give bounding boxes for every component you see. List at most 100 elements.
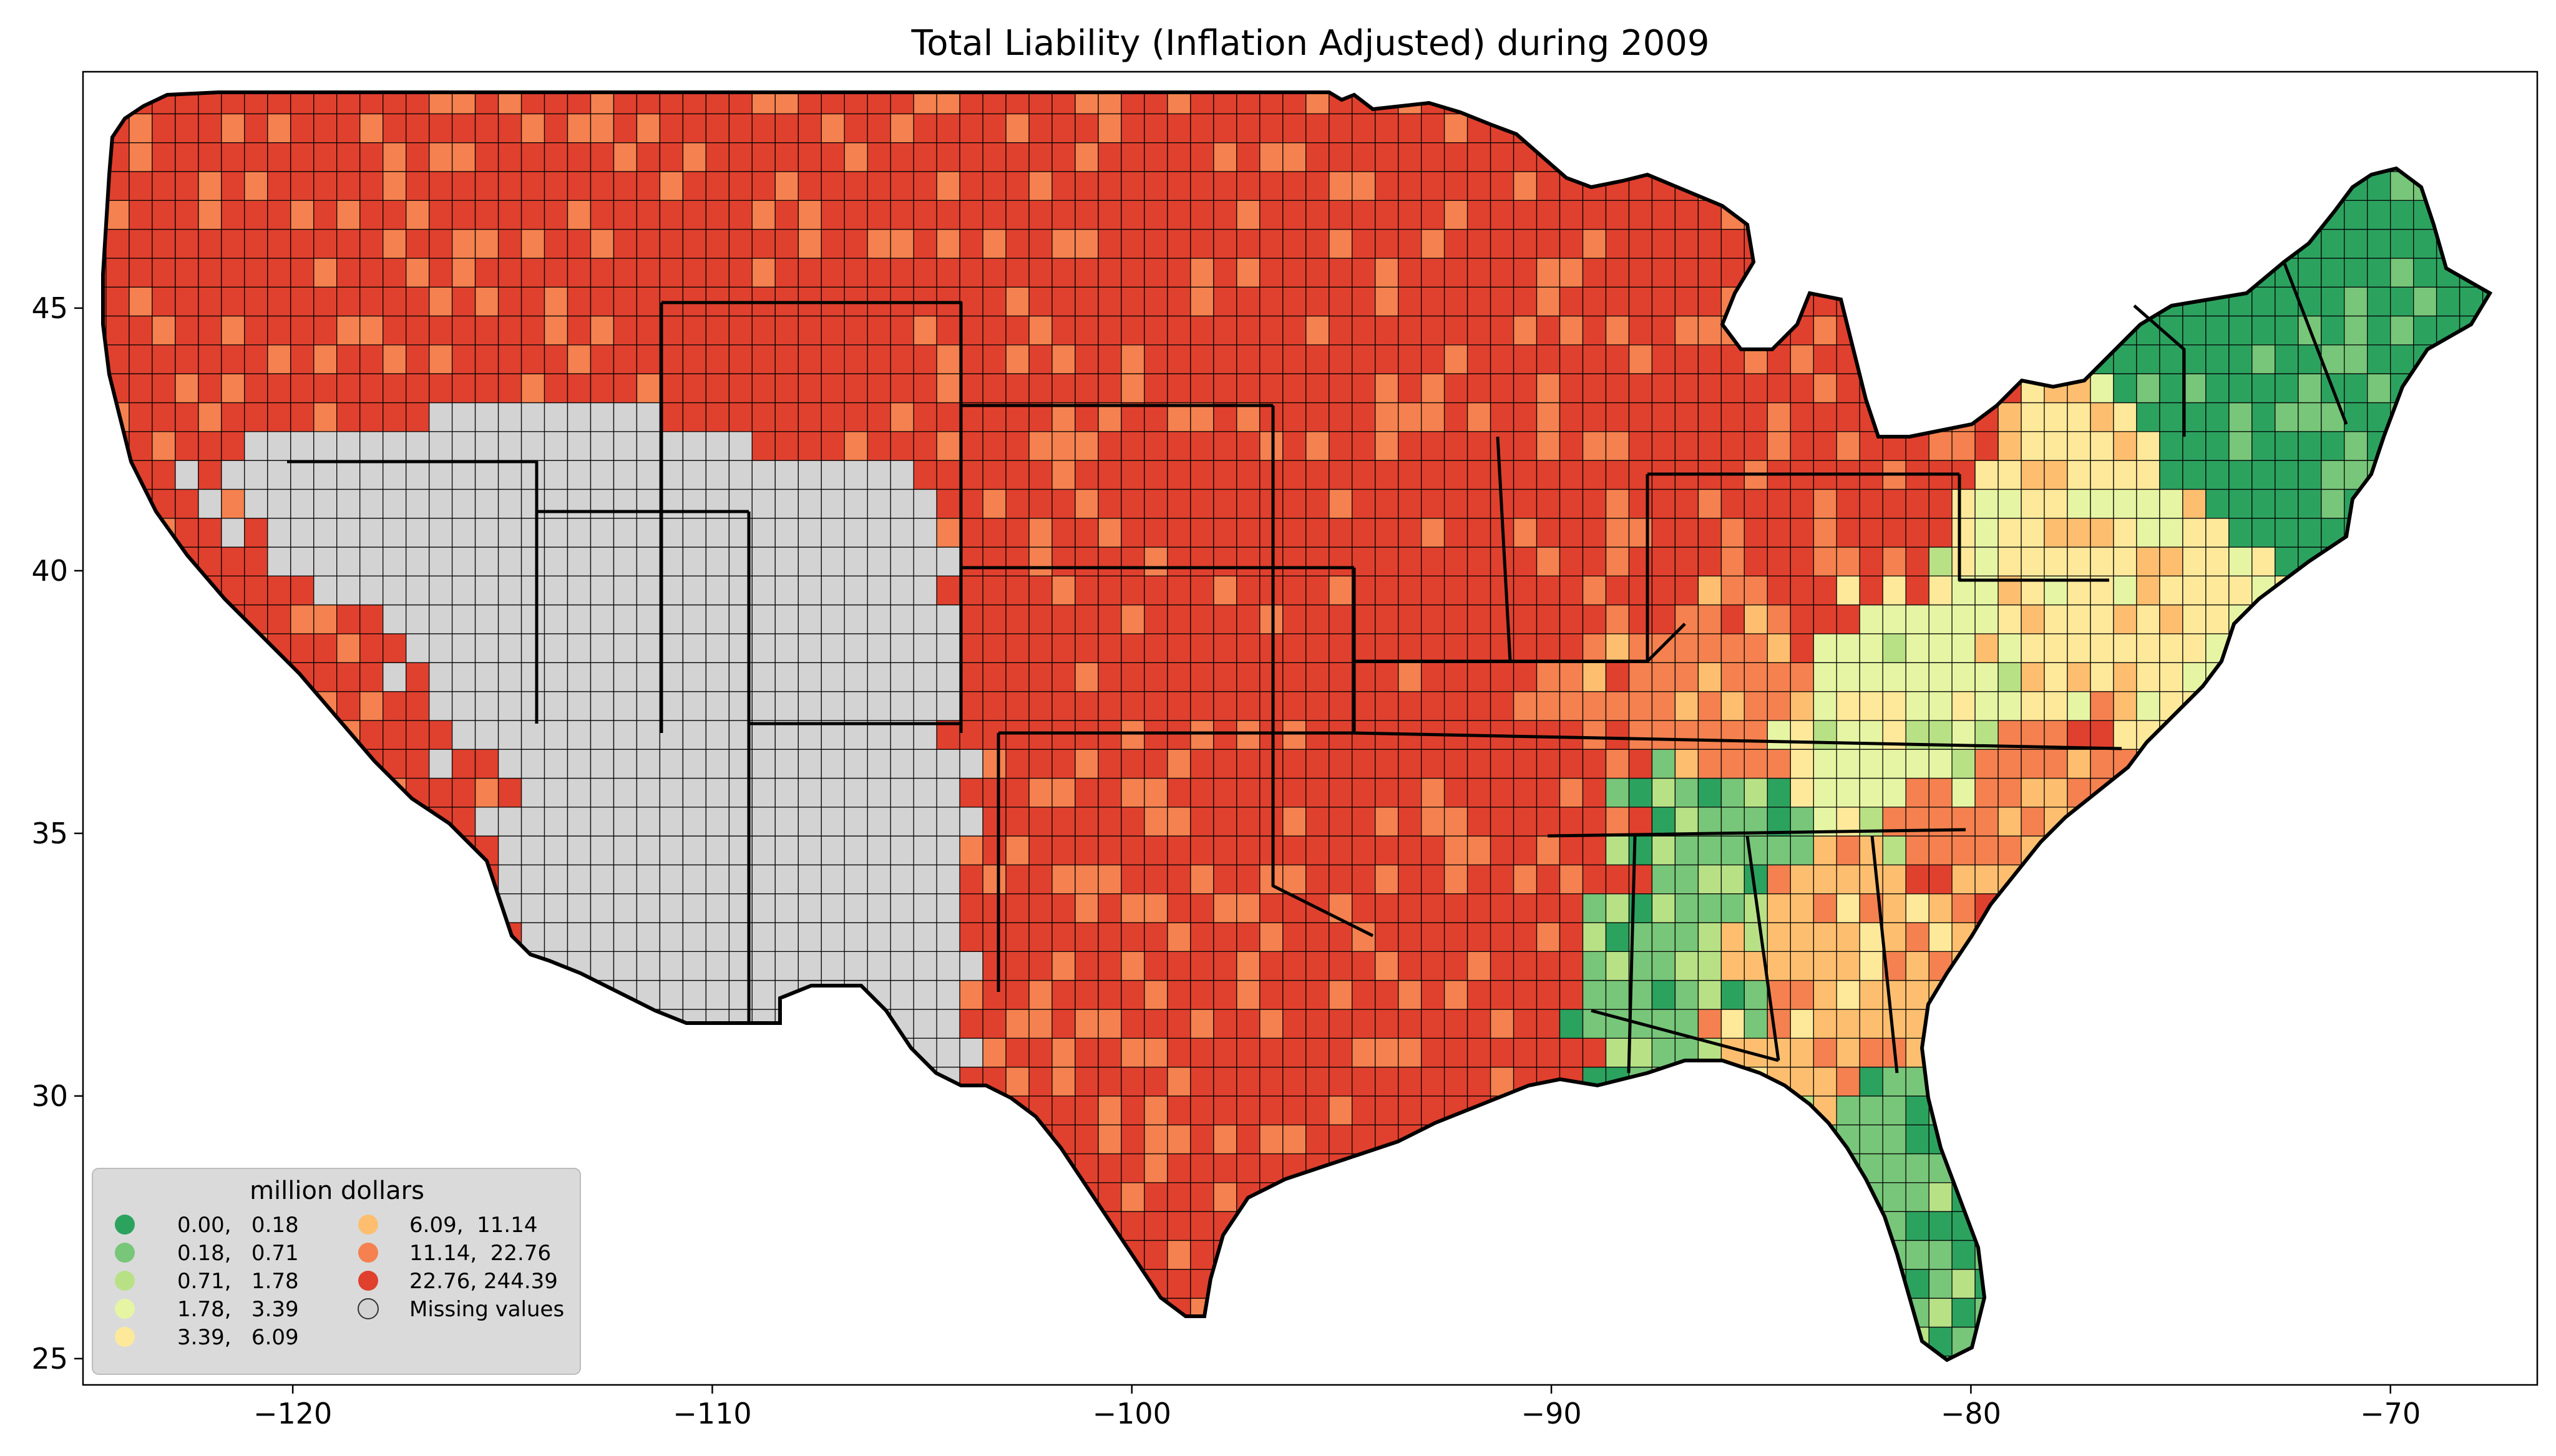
county-cell [1836,373,1860,404]
county-cell [1259,546,1284,576]
county-cell [2366,258,2391,288]
county-cell [383,662,407,692]
county-cell [244,460,268,490]
county-cell [705,200,730,230]
county-cell [474,286,499,317]
county-cell [497,633,522,663]
county-cell [1075,979,1099,1010]
county-cell [1305,402,1330,432]
county-cell [2159,633,2183,663]
county-cell [497,373,522,404]
county-cell [1674,228,1699,259]
county-cell [129,142,153,172]
county-cell [1559,460,1584,490]
county-cell [751,633,776,663]
county-cell [1051,1037,1076,1068]
county-cell [636,460,661,490]
county-cell [1651,1009,1676,1039]
county-cell [913,431,937,461]
county-cell [959,1037,983,1068]
county-cell [2251,286,2276,317]
county-cell [544,662,568,692]
county-cell [244,228,268,259]
county-cell [1351,749,1376,779]
county-cell [244,546,268,576]
county-cell [590,373,615,404]
county-cell [520,113,545,143]
county-cell [1028,749,1053,779]
county-cell [1098,200,1122,230]
county-cell [1144,749,1168,779]
county-cell [2021,546,2045,576]
county-cell [1813,835,1838,866]
county-cell [1813,546,1838,576]
county-cell [2090,518,2114,548]
county-cell [474,575,499,606]
county-cell [1190,1095,1214,1125]
county-cell [1075,1037,1099,1068]
county-cell [1536,258,1561,288]
county-cell [1605,546,1630,576]
county-cell [774,864,799,895]
county-cell [1028,575,1053,606]
county-cell [705,488,730,519]
county-cell [1767,402,1792,432]
county-cell [198,286,222,317]
county-cell [1790,691,1815,721]
county-cell [359,604,384,634]
county-cell [936,864,960,895]
county-cell [1605,402,1630,432]
county-cell [1028,142,1053,172]
county-cell [1559,979,1584,1010]
county-cell [590,258,615,288]
county-cell [1236,807,1261,837]
county-cell [383,344,407,374]
county-cell [959,864,983,895]
county-cell [1167,488,1191,519]
county-cell [1951,1298,1976,1328]
county-cell [1559,633,1584,663]
county-cell [659,662,684,692]
county-cell [1882,864,1906,895]
county-cell [982,113,1007,143]
county-cell [613,373,638,404]
x-tick-label: −120 [253,1397,332,1430]
county-cell [590,460,615,490]
county-cell [1282,315,1307,346]
county-cell [1443,633,1468,663]
county-cell [1098,864,1122,895]
county-cell [1605,807,1630,837]
county-cell [1144,402,1168,432]
county-cell [1697,979,1722,1010]
county-cell [2067,720,2091,750]
county-cell [1605,373,1630,404]
county-cell [2298,373,2322,404]
county-cell [451,200,476,230]
county-cell [1351,258,1376,288]
county-cell [1213,286,1237,317]
county-cell [1005,460,1030,490]
county-cell [1651,344,1676,374]
county-cell [1144,1240,1168,1270]
county-cell [1605,1009,1630,1039]
county-cell [1674,864,1699,895]
county-cell [2113,431,2137,461]
county-cell [1005,864,1030,895]
county-cell [1121,893,1145,923]
county-cell [2044,402,2068,432]
county-cell [1744,546,1768,576]
county-cell [1720,373,1745,404]
county-cell [152,200,176,230]
county-cell [1374,633,1399,663]
county-cell [152,286,176,317]
county-cell [1236,488,1261,519]
county-cell [821,315,846,346]
county-cell [1282,1009,1307,1039]
county-cell [890,979,914,1010]
county-cell [1859,662,1883,692]
county-cell [1121,662,1145,692]
county-cell [474,777,499,808]
county-cell [959,749,983,779]
county-cell [383,691,407,721]
